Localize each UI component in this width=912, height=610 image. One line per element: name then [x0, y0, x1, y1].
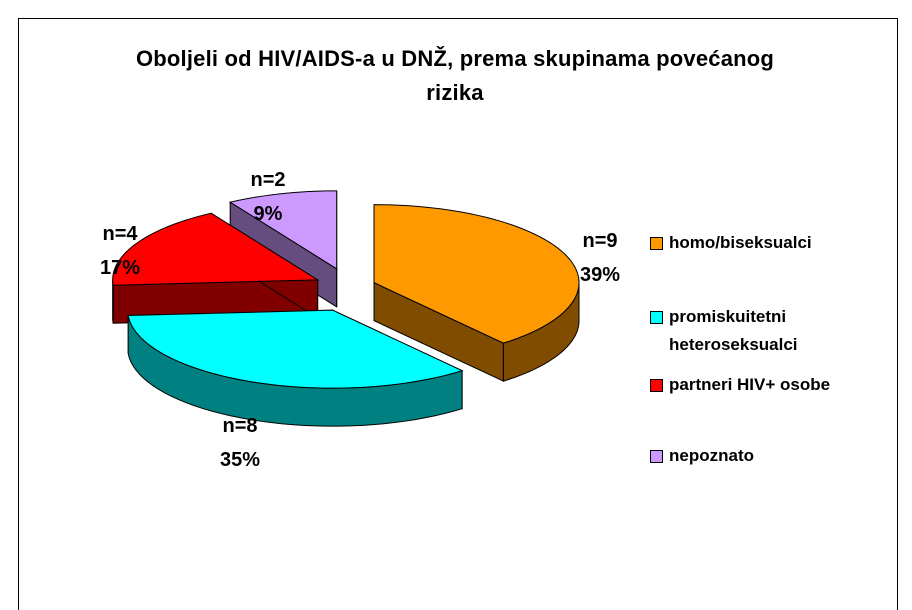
data-label: n=8 — [222, 415, 257, 437]
legend-swatch — [650, 311, 663, 324]
data-label-percent: 35% — [220, 449, 260, 471]
chart-title: Oboljeli od HIV/AIDS-a u DNŽ, prema skup… — [135, 46, 775, 105]
legend-label: partneri HIV+ osobe — [669, 375, 831, 394]
legend-label: homo/biseksualci — [669, 233, 812, 252]
data-label: n=2 — [250, 169, 285, 191]
data-label-percent: 9% — [254, 203, 283, 225]
slice-top — [228, 190, 338, 270]
chart-frame — [18, 18, 898, 610]
legend-swatch — [650, 237, 663, 250]
slice — [127, 309, 464, 427]
data-label: n=4 — [102, 223, 138, 245]
data-label-percent: 39% — [580, 264, 620, 286]
legend-label: nepoznato — [669, 446, 754, 465]
slice-top — [373, 204, 580, 344]
legend-swatch — [650, 379, 663, 392]
legend-item: partneri HIV+ osobe — [650, 371, 880, 399]
legend-item: homo/biseksualci — [650, 229, 880, 257]
legend-label: promiskuitetni heteroseksualci — [669, 307, 798, 354]
slice — [373, 204, 580, 382]
data-label-percent: 17% — [100, 257, 140, 279]
slice-top — [112, 212, 320, 286]
legend-item: nepoznato — [650, 442, 880, 470]
legend-item: promiskuitetni heteroseksualci — [650, 303, 880, 359]
data-label: n=9 — [582, 230, 617, 252]
legend-swatch — [650, 450, 663, 463]
slice-top — [127, 309, 464, 389]
